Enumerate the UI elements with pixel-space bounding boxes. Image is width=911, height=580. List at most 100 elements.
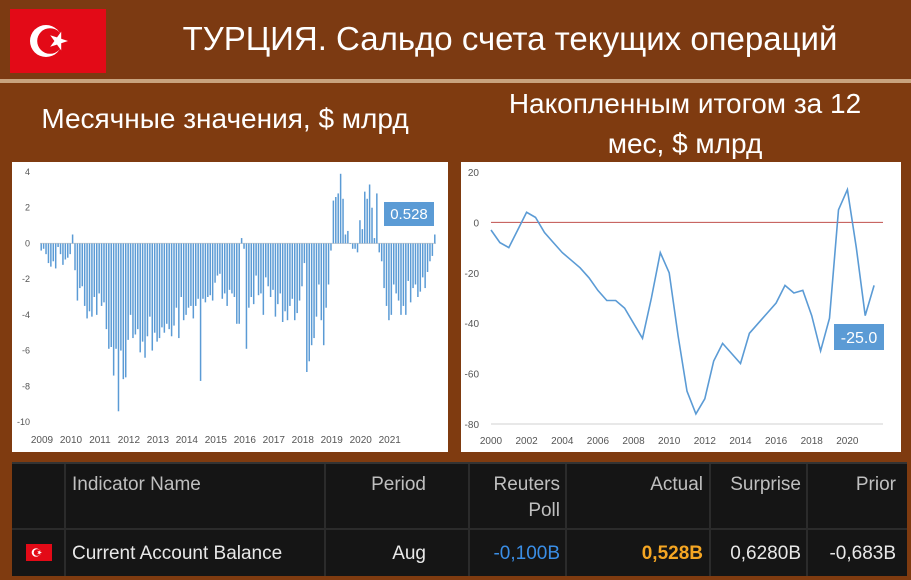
x-tick-label: 2020 [836, 436, 859, 447]
header-indicator-name: Indicator Name [72, 474, 201, 495]
bar [219, 243, 221, 274]
page-title: ТУРЦИЯ. Сальдо счета текущих операций [182, 20, 838, 57]
bar [426, 243, 429, 272]
header-reuters-poll: Reuters Poll [468, 472, 560, 524]
bar [236, 243, 238, 324]
bar [156, 243, 158, 342]
bar [182, 243, 185, 321]
bar [153, 243, 156, 333]
subtitle-cumulative-line1: Накопленным итогом за 12 [508, 88, 862, 119]
x-tick-label: 2020 [350, 435, 373, 446]
bar [344, 234, 347, 244]
bar [376, 193, 378, 244]
bar [284, 243, 286, 312]
bar [289, 243, 291, 306]
bar [267, 243, 269, 287]
bar [173, 243, 175, 326]
bar [310, 243, 313, 346]
bar [79, 243, 81, 289]
bar [202, 243, 204, 299]
bar [69, 243, 71, 255]
bar [260, 243, 262, 294]
bar [144, 243, 146, 358]
bar [342, 198, 344, 244]
bar [129, 243, 132, 315]
bar [223, 243, 226, 294]
bar [40, 243, 42, 251]
bar [95, 243, 98, 315]
x-tick-label: 2016 [765, 436, 788, 447]
bar [313, 243, 315, 339]
bar [127, 243, 129, 340]
bar [45, 243, 47, 255]
bar [62, 243, 64, 265]
header-prior: Prior [855, 474, 896, 495]
bar [158, 243, 161, 339]
bar [221, 243, 224, 299]
bar [356, 243, 359, 253]
bar [110, 243, 112, 347]
bar [137, 243, 139, 330]
bar [335, 197, 337, 244]
bar [117, 243, 120, 412]
bar [52, 243, 55, 262]
bar [262, 243, 265, 315]
bar [103, 243, 105, 303]
bar [332, 200, 335, 244]
bar [233, 243, 236, 297]
bar [175, 243, 178, 308]
x-tick-label: 2006 [587, 436, 610, 447]
bar [146, 243, 149, 337]
y-tick-label: -4 [22, 310, 30, 320]
bar [325, 243, 327, 308]
bar [120, 243, 122, 351]
bar [122, 243, 125, 380]
bar [238, 243, 240, 324]
x-tick-label: 2018 [292, 435, 315, 446]
bar [351, 243, 354, 249]
cell-actual: 0,528B [641, 543, 703, 564]
bar [380, 243, 383, 262]
bar [93, 243, 96, 297]
table-divider [64, 464, 66, 576]
bar [190, 243, 192, 306]
bar [318, 243, 320, 285]
bar [252, 243, 255, 305]
header-reuters-line2: Poll [528, 500, 560, 521]
bar [330, 243, 332, 251]
table-row-divider [12, 528, 907, 530]
cell-prior: -0,683B [829, 543, 896, 564]
y-tick-label: -40 [465, 319, 480, 330]
bar [277, 243, 279, 305]
bar [105, 243, 108, 330]
monthly-bar-chart-panel: 4 2 0 -2 -4 -6 -8 -10 2009 2010 2011 2012 2013 2014 20… [12, 162, 448, 452]
y-tick-label: -80 [465, 420, 480, 431]
bar [211, 243, 214, 301]
bar [170, 243, 173, 337]
header-surprise: Surprise [730, 474, 801, 495]
y-tick-label: -60 [465, 370, 480, 381]
bar [209, 243, 211, 296]
bar [361, 229, 364, 244]
bar [83, 243, 86, 306]
indicator-table: Indicator Name Period Reuters Poll Actua… [12, 462, 907, 576]
bar [286, 243, 289, 321]
bar [100, 243, 103, 306]
header-reuters-line1: Reuters [493, 474, 560, 495]
bar [429, 243, 431, 262]
bar [226, 243, 228, 306]
bar [67, 243, 69, 258]
bar [388, 243, 390, 321]
cell-indicator-name: Current Account Balance [72, 543, 283, 564]
bar [405, 243, 407, 315]
bar [424, 243, 426, 289]
bar [59, 243, 62, 255]
bar [349, 243, 352, 245]
bar [364, 191, 366, 244]
bar [385, 243, 388, 306]
bar [240, 238, 243, 244]
bar [76, 243, 79, 301]
bar [368, 184, 371, 244]
bar [291, 243, 294, 299]
